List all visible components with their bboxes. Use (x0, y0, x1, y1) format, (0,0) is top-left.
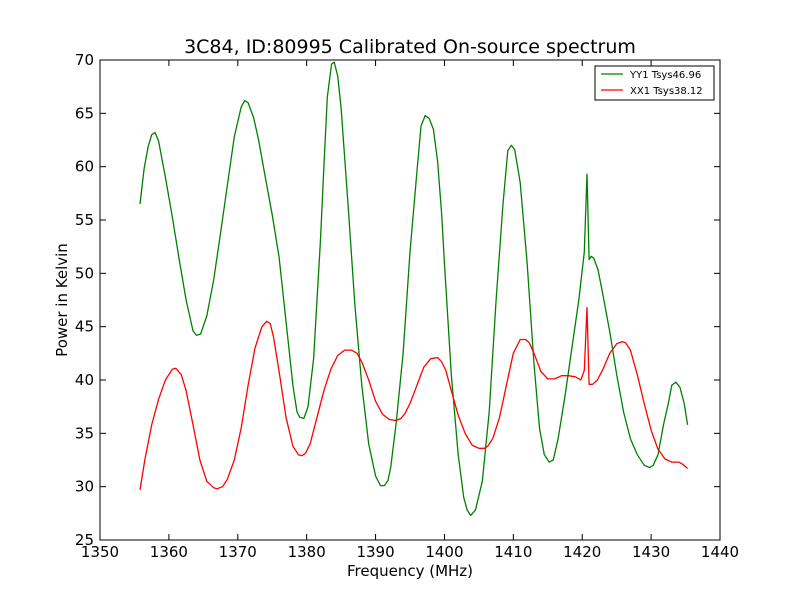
x-tick-label: 1440 (701, 543, 739, 561)
x-tick-label: 1370 (219, 543, 257, 561)
x-axis-label: Frequency (MHz) (347, 562, 473, 580)
plot-frame (99, 59, 721, 541)
y-tick-label: 40 (75, 371, 94, 389)
y-tick-label: 65 (75, 104, 94, 122)
y-tick-label: 70 (75, 51, 94, 69)
x-tick-label: 1350 (81, 543, 119, 561)
y-axis-label: Power in Kelvin (53, 243, 71, 357)
chart-title: 3C84, ID:80995 Calibrated On-source spec… (184, 36, 636, 58)
y-tick-label: 60 (75, 158, 94, 176)
legend: YY1 Tsys46.96 XX1 Tsys38.12 (594, 65, 715, 101)
x-tick-label: 1420 (563, 543, 601, 561)
x-tick-label: 1430 (632, 543, 670, 561)
legend-label-yy1: YY1 Tsys46.96 (629, 70, 701, 81)
x-tick-label: 1390 (356, 543, 394, 561)
y-tick-label: 25 (75, 531, 94, 549)
x-tick-label: 1400 (425, 543, 463, 561)
x-tick-label: 1410 (494, 543, 532, 561)
x-tick-label: 1360 (150, 543, 188, 561)
y-tick-label: 35 (75, 424, 94, 442)
y-tick-label: 50 (75, 264, 94, 282)
legend-box (594, 65, 715, 101)
y-tick-label: 30 (75, 478, 94, 496)
legend-items: YY1 Tsys46.96 XX1 Tsys38.12 (601, 70, 703, 97)
legend-label-xx1: XX1 Tsys38.12 (630, 86, 703, 97)
series-line-xx1 (139, 306, 689, 491)
ticks-layer: 1350 1360 1370 1380 1390 1400 1410 1420 1430 1440… (75, 51, 739, 561)
series-layer (139, 61, 689, 517)
series-line-yy1 (139, 61, 689, 517)
y-tick-label: 55 (75, 211, 94, 229)
plot-area: 1350 1360 1370 1380 1390 1400 1410 1420 1430 1440… (75, 51, 739, 561)
y-tick-label: 45 (75, 318, 94, 336)
x-tick-label: 1380 (288, 543, 326, 561)
